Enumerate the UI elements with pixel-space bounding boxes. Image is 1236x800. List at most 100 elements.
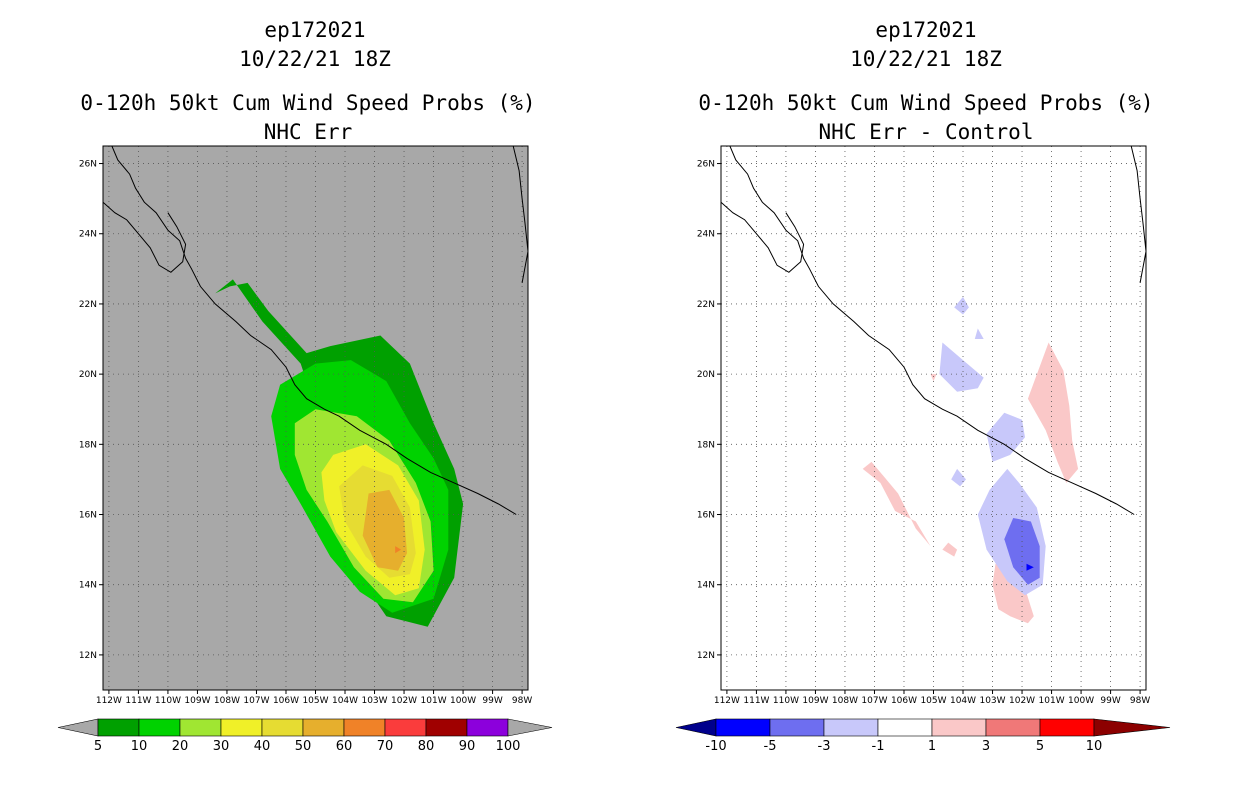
colorbar-label-6: 60 <box>336 739 353 754</box>
colorbar-label-1: 10 <box>131 739 148 754</box>
y-tick-label-2: 16N <box>79 511 97 521</box>
colorbar-label-3: 30 <box>213 739 230 754</box>
colorbar-label-4: 1 <box>928 739 936 754</box>
left-subtitle: NHC Err <box>264 120 353 144</box>
x-tick-label-3: 109W <box>802 696 828 706</box>
colorbar-box-0 <box>715 718 771 737</box>
contour--1-6 <box>986 412 1025 462</box>
y-tick-label-6: 24N <box>697 230 715 240</box>
coastline-1 <box>721 201 805 273</box>
x-tick-label-9: 103W <box>979 696 1005 706</box>
colorbar-label-7: 10 <box>1086 739 1103 754</box>
x-tick-label-3: 109W <box>184 696 210 706</box>
colorbar-box-5 <box>985 718 1041 737</box>
contour-1-4 <box>930 374 937 382</box>
colorbar-label-0: 5 <box>94 739 102 754</box>
y-tick-label-0: 12N <box>79 651 97 661</box>
colorbar-box-1 <box>138 718 181 737</box>
colorbar-box-8 <box>425 718 468 737</box>
colorbar-label-0: -10 <box>705 739 726 754</box>
y-tick-label-2: 16N <box>697 511 715 521</box>
x-tick-label-10: 102W <box>391 696 417 706</box>
colorbar-label-4: 40 <box>254 739 271 754</box>
colorbar-label-3: -1 <box>872 739 885 754</box>
left-panel: ep172021 10/22/21 18Z 0-120h 50kt Cum Wi… <box>57 18 553 754</box>
x-tick-label-2: 110W <box>773 696 799 706</box>
colorbar-box-1 <box>769 718 825 737</box>
right-panel: ep172021 10/22/21 18Z 0-120h 50kt Cum Wi… <box>675 18 1171 754</box>
x-tick-label-10: 102W <box>1009 696 1035 706</box>
right-coastline <box>721 146 1146 515</box>
colorbar-label-1: -5 <box>764 739 777 754</box>
colorbar-label-6: 5 <box>1036 739 1044 754</box>
colorbar-label-2: 20 <box>172 739 189 754</box>
y-tick-label-4: 20N <box>79 370 97 380</box>
colorbar-box-3 <box>877 718 933 737</box>
x-tick-label-13: 99W <box>482 696 502 706</box>
right-storm-id: ep172021 <box>875 18 976 42</box>
x-tick-label-11: 101W <box>1039 696 1065 706</box>
left-gridlines <box>103 146 528 690</box>
left-colorbar: 5 10 20 30 40 50 60 70 80 90 100 <box>57 718 553 754</box>
contour--1-9 <box>974 328 984 339</box>
x-tick-label-1: 111W <box>125 696 151 706</box>
y-tick-label-4: 20N <box>697 370 715 380</box>
contour--1-8 <box>954 296 969 315</box>
colorbar-box-2 <box>179 718 222 737</box>
x-tick-label-6: 106W <box>273 696 299 706</box>
x-tick-label-7: 105W <box>920 696 946 706</box>
colorbar-box-3 <box>220 718 263 737</box>
right-contours <box>862 296 1079 624</box>
left-storm-id: ep172021 <box>264 18 365 42</box>
left-contours <box>215 279 464 627</box>
contour-60-6 <box>395 546 402 554</box>
colorbar-box-7 <box>384 718 427 737</box>
contour-1-2 <box>992 563 1034 624</box>
colorbar-box-6 <box>343 718 386 737</box>
coastline-2 <box>1130 146 1146 283</box>
contour-1-3 <box>942 542 958 557</box>
right-axis-ticks: 112W 111W 110W 109W 108W 107W 106W 105W 104W 103W… <box>697 160 1151 706</box>
y-tick-label-1: 14N <box>697 581 715 591</box>
x-tick-label-9: 103W <box>361 696 387 706</box>
x-tick-label-0: 112W <box>96 696 122 706</box>
colorbar-label-5: 3 <box>982 739 990 754</box>
colorbar-over-triangle <box>1093 718 1171 737</box>
x-tick-label-0: 112W <box>714 696 740 706</box>
colorbar-label-5: 50 <box>295 739 312 754</box>
coastline-0 <box>729 146 1135 515</box>
right-subtitle: NHC Err - Control <box>819 120 1034 144</box>
y-tick-label-7: 26N <box>697 160 715 170</box>
colorbar-box-5 <box>302 718 345 737</box>
contour--5-12 <box>1026 563 1034 571</box>
colorbar-label-8: 80 <box>418 739 435 754</box>
coastline-1 <box>103 201 187 273</box>
y-tick-label-3: 18N <box>79 440 97 450</box>
right-colorbar: -10 -5 -3 -1 1 3 5 10 <box>675 718 1171 754</box>
x-tick-label-8: 104W <box>332 696 358 706</box>
x-tick-label-14: 98W <box>1130 696 1150 706</box>
colorbar-under-triangle <box>57 718 99 737</box>
left-axis-ticks: 112W 111W 110W 109W 108W 107W 106W 105W 104W 103W… <box>79 160 533 706</box>
x-tick-label-13: 99W <box>1100 696 1120 706</box>
colorbar-box-4 <box>931 718 987 737</box>
right-date: 10/22/21 18Z <box>850 47 1002 71</box>
x-tick-label-5: 107W <box>243 696 269 706</box>
x-tick-label-11: 101W <box>421 696 447 706</box>
y-tick-label-5: 22N <box>697 300 715 310</box>
contour--1-10 <box>951 468 966 487</box>
y-tick-label-6: 24N <box>79 230 97 240</box>
x-tick-label-1: 111W <box>743 696 769 706</box>
contour-1-1 <box>862 461 931 547</box>
x-tick-label-6: 106W <box>891 696 917 706</box>
contour-1-0 <box>1027 342 1079 483</box>
x-tick-label-2: 110W <box>155 696 181 706</box>
colorbar-label-10: 100 <box>496 739 521 754</box>
x-tick-label-5: 107W <box>861 696 887 706</box>
right-title: 0-120h 50kt Cum Wind Speed Probs (%) <box>698 91 1153 115</box>
x-tick-label-4: 108W <box>832 696 858 706</box>
x-tick-label-12: 100W <box>1068 696 1094 706</box>
colorbar-box-4 <box>261 718 304 737</box>
colorbar-over-triangle <box>507 718 553 737</box>
x-tick-label-12: 100W <box>450 696 476 706</box>
